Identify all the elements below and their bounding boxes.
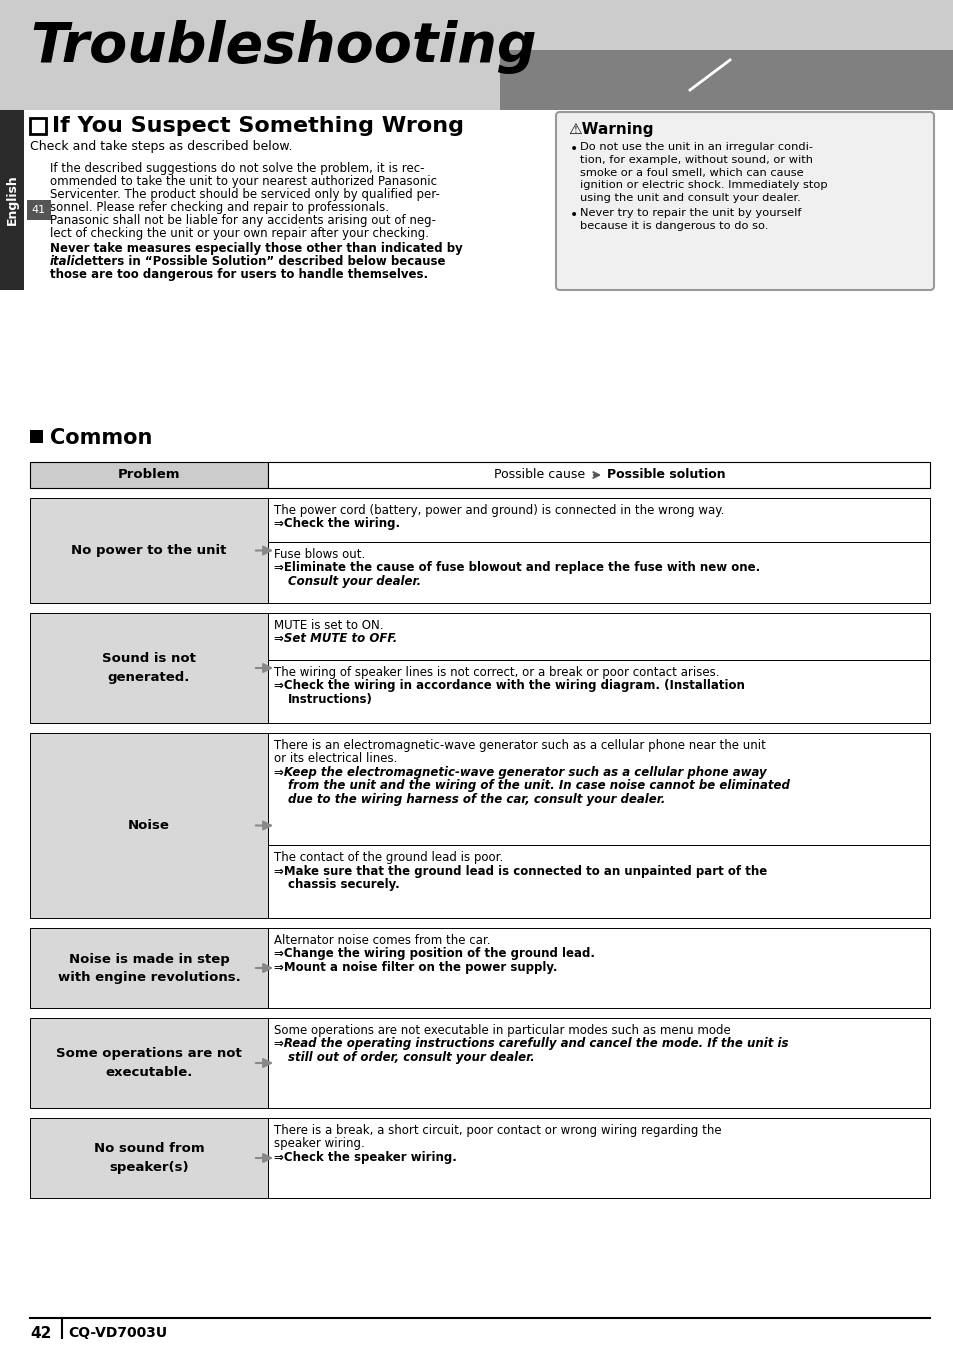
Polygon shape [370,0,953,111]
Text: Possible solution: Possible solution [606,469,725,481]
Bar [268,927,929,1008]
Bar [268,462,929,488]
Bar [268,845,929,918]
Bar [30,497,268,603]
Polygon shape [499,50,953,111]
Text: Noise: Noise [128,820,170,832]
Text: Some operations are not
executable.: Some operations are not executable. [56,1047,242,1078]
Text: ommended to take the unit to your nearest authorized Panasonic: ommended to take the unit to your neares… [50,175,436,187]
Text: or its electrical lines.: or its electrical lines. [274,752,397,766]
Text: •: • [569,142,578,156]
Bar [268,733,929,845]
Text: No sound from
speaker(s): No sound from speaker(s) [93,1143,204,1174]
Text: ⚠Warning: ⚠Warning [567,123,653,137]
Bar [268,542,929,603]
Bar [268,1117,929,1198]
Text: No power to the unit: No power to the unit [71,545,227,557]
Text: Alternator noise comes from the car.: Alternator noise comes from the car. [274,934,490,948]
Text: 42: 42 [30,1326,51,1341]
Text: MUTE is set to ON.: MUTE is set to ON. [274,619,383,632]
Text: •: • [569,208,578,222]
Text: Some operations are not executable in particular modes such as menu mode: Some operations are not executable in pa… [274,1024,730,1037]
Text: Servicenter. The product should be serviced only by qualified per-: Servicenter. The product should be servi… [50,187,439,201]
Bar [30,1117,268,1198]
Text: Troubleshooting: Troubleshooting [30,20,536,74]
Bar [30,119,46,133]
Text: ⇒Set MUTE to OFF.: ⇒Set MUTE to OFF. [274,632,396,646]
Text: ⇒Eliminate the cause of fuse blowout and replace the fuse with new one.: ⇒Eliminate the cause of fuse blowout and… [274,562,760,574]
Text: ⇒Check the wiring.: ⇒Check the wiring. [274,518,399,531]
Bar [268,1018,929,1108]
Text: Never take measures especially those other than indicated by: Never take measures especially those oth… [50,243,462,255]
Text: Noise is made in step
with engine revolutions.: Noise is made in step with engine revolu… [57,953,240,984]
Text: sonnel. Please refer checking and repair to professionals.: sonnel. Please refer checking and repair… [50,201,389,214]
Text: English: English [6,175,18,225]
Text: Check and take steps as described below.: Check and take steps as described below. [30,140,293,154]
Bar [27,200,51,220]
Text: italic: italic [50,255,82,268]
Bar [30,927,268,1008]
Text: chassis securely.: chassis securely. [288,878,399,891]
Text: Consult your dealer.: Consult your dealer. [288,576,420,588]
Text: Problem: Problem [117,469,180,481]
Text: ⇒Read the operating instructions carefully and cancel the mode. If the unit is: ⇒Read the operating instructions careful… [274,1038,788,1050]
Bar [30,613,268,723]
FancyBboxPatch shape [556,112,933,290]
Text: CQ-VD7003U: CQ-VD7003U [68,1326,167,1340]
Text: still out of order, consult your dealer.: still out of order, consult your dealer. [288,1051,535,1064]
Bar [30,733,268,918]
Text: The contact of the ground lead is poor.: The contact of the ground lead is poor. [274,851,503,864]
Text: ⇒Mount a noise filter on the power supply.: ⇒Mount a noise filter on the power suppl… [274,961,557,975]
Text: Panasonic shall not be liable for any accidents arising out of neg-: Panasonic shall not be liable for any ac… [50,214,436,226]
Bar [30,430,43,443]
Text: lect of checking the unit or your own repair after your checking.: lect of checking the unit or your own re… [50,226,429,240]
Bar [0,111,24,290]
Text: The wiring of speaker lines is not correct, or a break or poor contact arises.: The wiring of speaker lines is not corre… [274,666,719,679]
Bar [268,497,929,542]
Text: ⇒Make sure that the ground lead is connected to an unpainted part of the: ⇒Make sure that the ground lead is conne… [274,864,766,878]
Text: Sound is not
generated.: Sound is not generated. [102,652,195,683]
Text: The power cord (battery, power and ground) is connected in the wrong way.: The power cord (battery, power and groun… [274,504,723,518]
Text: Common: Common [50,429,152,448]
Text: Do not use the unit in an irregular condi-
tion, for example, without sound, or : Do not use the unit in an irregular cond… [579,142,827,204]
Text: ⇒Keep the electromagnetic-wave generator such as a cellular phone away: ⇒Keep the electromagnetic-wave generator… [274,766,766,779]
Bar [30,1018,268,1108]
Text: If the described suggestions do not solve the problem, it is rec-: If the described suggestions do not solv… [50,162,424,175]
Text: those are too dangerous for users to handle themselves.: those are too dangerous for users to han… [50,268,428,280]
Text: letters in “Possible Solution” described below because: letters in “Possible Solution” described… [76,255,445,268]
Text: There is an electromagnetic-wave generator such as a cellular phone near the uni: There is an electromagnetic-wave generat… [274,739,765,752]
Text: ⇒Check the speaker wiring.: ⇒Check the speaker wiring. [274,1151,456,1165]
Text: If You Suspect Something Wrong: If You Suspect Something Wrong [52,116,463,136]
Text: 41: 41 [31,205,46,214]
Text: speaker wiring.: speaker wiring. [274,1138,364,1150]
Text: There is a break, a short circuit, poor contact or wrong wiring regarding the: There is a break, a short circuit, poor … [274,1124,720,1136]
Text: Fuse blows out.: Fuse blows out. [274,549,365,561]
Text: from the unit and the wiring of the unit. In case noise cannot be eliminated: from the unit and the wiring of the unit… [288,779,789,793]
Text: ⇒Check the wiring in accordance with the wiring diagram. (Installation: ⇒Check the wiring in accordance with the… [274,679,744,693]
Bar [0,0,953,111]
Text: Never try to repair the unit by yourself
because it is dangerous to do so.: Never try to repair the unit by yourself… [579,208,801,231]
Text: due to the wiring harness of the car, consult your dealer.: due to the wiring harness of the car, co… [288,793,664,806]
Text: ⇒Change the wiring position of the ground lead.: ⇒Change the wiring position of the groun… [274,948,595,961]
Text: Instructions): Instructions) [288,693,373,706]
Bar [268,661,929,723]
Bar [30,462,268,488]
Text: Possible cause: Possible cause [494,469,588,481]
Bar [268,613,929,661]
